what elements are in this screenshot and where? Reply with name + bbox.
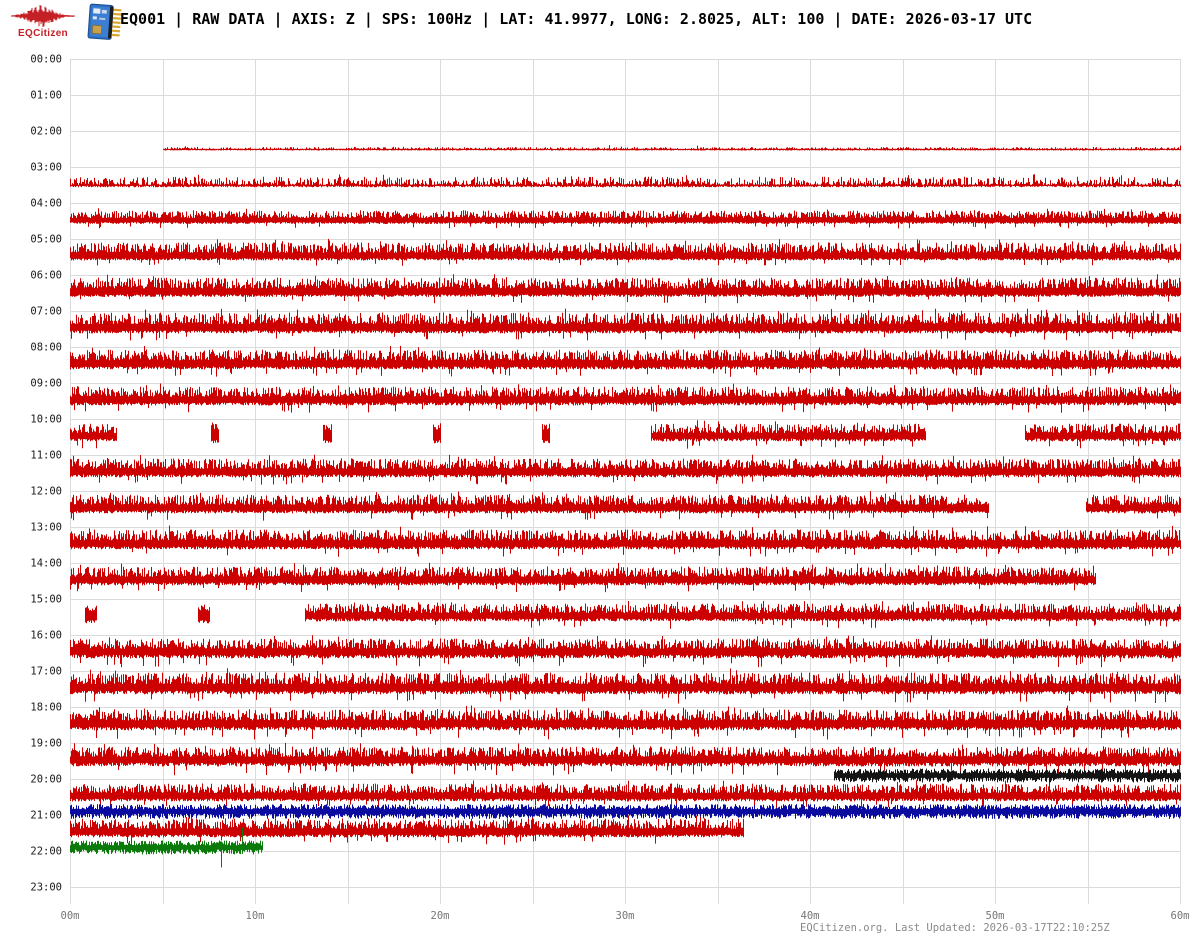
- x-tick-40m: 40m: [801, 910, 820, 922]
- x-tick-10m: 10m: [246, 910, 265, 922]
- trace-hour-21:00: [70, 815, 744, 845]
- trace-hour-02:00: [163, 145, 1181, 151]
- hour-label-02:00: 02:00: [30, 126, 62, 138]
- trace-hour-18:00: [70, 705, 1181, 740]
- x-tick-00m: 00m: [61, 910, 80, 922]
- header: EQCitizen EQ001 | RAW DATA | AXIS: Z | S…: [0, 0, 1200, 50]
- hour-label-09:00: 09:00: [30, 378, 62, 390]
- trace-hour-15:00: [85, 600, 1181, 629]
- hour-label-16:00: 16:00: [30, 630, 62, 642]
- trace-hour-03:00: [70, 174, 1181, 188]
- hour-label-14:00: 14:00: [30, 558, 62, 570]
- trace-hour-16:00: [70, 635, 1181, 668]
- hour-label-07:00: 07:00: [30, 306, 62, 318]
- eqcitizen-waveform-icon: [11, 5, 75, 27]
- trace-hour-09:00: [70, 383, 1181, 413]
- hour-label-15:00: 15:00: [30, 594, 62, 606]
- x-tick-30m: 30m: [616, 910, 635, 922]
- hour-label-13:00: 13:00: [30, 522, 62, 534]
- trace-hour-04:00: [70, 208, 1181, 229]
- logo-waveform-path: [11, 5, 75, 27]
- trace-hour-20:00: [70, 780, 1181, 809]
- board-body: [87, 3, 122, 40]
- page-title: EQ001 | RAW DATA | AXIS: Z | SPS: 100Hz …: [120, 10, 1033, 28]
- hour-label-17:00: 17:00: [30, 666, 62, 678]
- hour-label-21:00: 21:00: [30, 810, 62, 822]
- hour-label-00:00: 00:00: [30, 54, 62, 66]
- trace-hour-12:00: [70, 491, 1181, 521]
- hour-label-22:00: 22:00: [30, 846, 62, 858]
- footer-status: EQCitizen.org. Last Updated: 2026-03-17T…: [800, 922, 1110, 934]
- sensor-board-icon: [87, 3, 122, 40]
- eqcitizen-logo-text: EQCitizen: [18, 28, 68, 39]
- overlay-trace-21:00: [70, 804, 1181, 819]
- trace-hour-07:00: [70, 308, 1181, 341]
- trace-hour-06:00: [70, 274, 1181, 304]
- hour-label-23:00: 23:00: [30, 882, 62, 894]
- overlay-trace-20:00: [834, 768, 1181, 783]
- hour-label-19:00: 19:00: [30, 738, 62, 750]
- trace-hour-19:00: [70, 742, 1181, 776]
- hour-label-11:00: 11:00: [30, 450, 62, 462]
- hour-label-01:00: 01:00: [30, 90, 62, 102]
- x-tick-50m: 50m: [986, 910, 1005, 922]
- hour-label-18:00: 18:00: [30, 702, 62, 714]
- trace-hour-13:00: [70, 525, 1181, 557]
- hour-label-03:00: 03:00: [30, 162, 62, 174]
- hour-label-12:00: 12:00: [30, 486, 62, 498]
- trace-hour-10:00: [70, 420, 1181, 449]
- trace-hour-17:00: [70, 668, 1181, 704]
- hour-label-05:00: 05:00: [30, 234, 62, 246]
- x-tick-20m: 20m: [431, 910, 450, 922]
- overlay-trace-22:00: [70, 827, 263, 868]
- hour-label-06:00: 06:00: [30, 270, 62, 282]
- x-tick-60m: 60m: [1171, 910, 1190, 922]
- trace-hour-11:00: [70, 454, 1181, 485]
- hour-label-08:00: 08:00: [30, 342, 62, 354]
- grid-lines: [70, 59, 1181, 904]
- hour-label-10:00: 10:00: [30, 414, 62, 426]
- hour-label-04:00: 04:00: [30, 198, 62, 210]
- trace-hour-14:00: [70, 562, 1096, 593]
- trace-hour-08:00: [70, 345, 1181, 377]
- hour-label-20:00: 20:00: [30, 774, 62, 786]
- trace-hour-05:00: [70, 238, 1181, 266]
